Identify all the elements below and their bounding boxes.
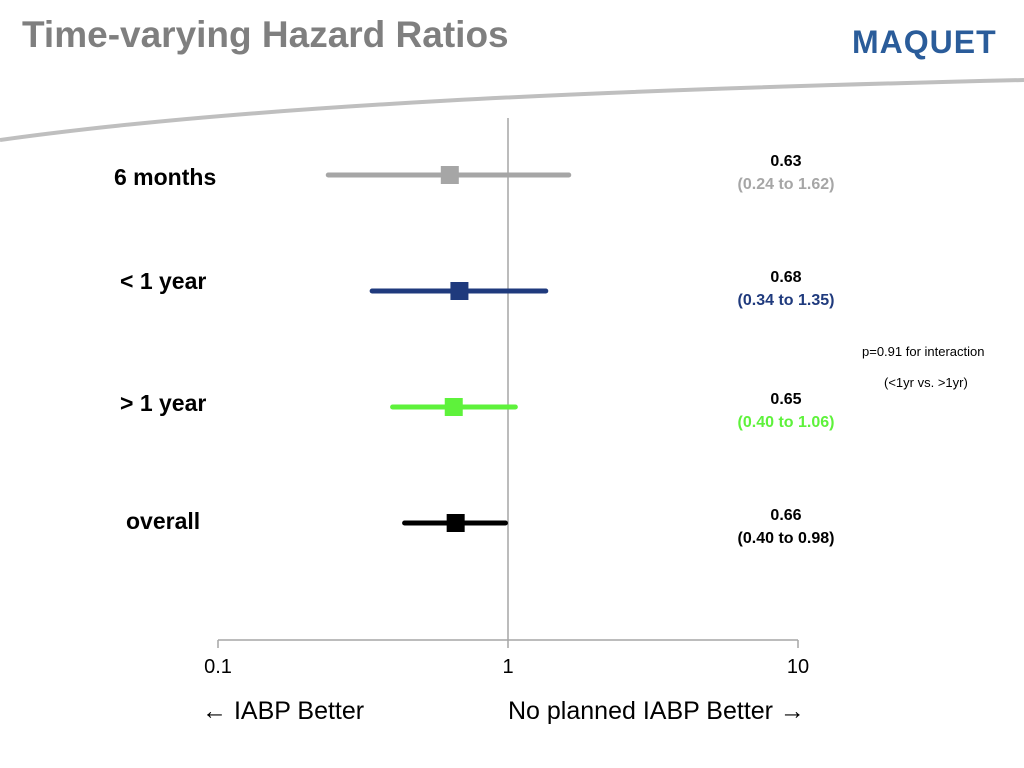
hazard-ratio-value: 0.65 xyxy=(770,391,802,408)
decorative-swoosh xyxy=(0,78,1024,142)
hazard-ratio-value: 0.63 xyxy=(770,153,802,170)
maquet-logo: MAQUET xyxy=(852,24,997,60)
row-label: 6 months xyxy=(114,164,217,190)
confidence-interval-text: (0.40 to 0.98) xyxy=(737,530,835,547)
confidence-interval-text: (0.34 to 1.35) xyxy=(737,292,835,309)
x-tick-label: 10 xyxy=(786,656,810,678)
hazard-ratio-marker xyxy=(444,398,463,416)
hazard-ratio-marker xyxy=(440,166,459,184)
row-label: > 1 year xyxy=(120,390,207,416)
row-label: overall xyxy=(126,508,201,534)
direction-label-left: ← IABP Better xyxy=(202,697,365,725)
row-label: < 1 year xyxy=(120,268,207,294)
hazard-ratio-marker xyxy=(446,514,465,532)
page-title: Time-varying Hazard Ratios xyxy=(22,14,509,55)
hazard-ratio-marker xyxy=(450,282,469,300)
hazard-ratio-value: 0.66 xyxy=(770,507,802,524)
confidence-interval-text: (0.40 to 1.06) xyxy=(737,414,835,431)
interaction-p-value: p=0.91 for interaction xyxy=(862,344,985,359)
x-tick-label: 1 xyxy=(502,656,514,678)
interaction-comparison: (<1yr vs. >1yr) xyxy=(884,375,968,390)
direction-label-right: No planned IABP Better → xyxy=(508,697,805,725)
confidence-interval-text: (0.24 to 1.62) xyxy=(737,176,835,193)
x-tick-label: 0.1 xyxy=(204,656,232,678)
hazard-ratio-value: 0.68 xyxy=(770,269,802,286)
